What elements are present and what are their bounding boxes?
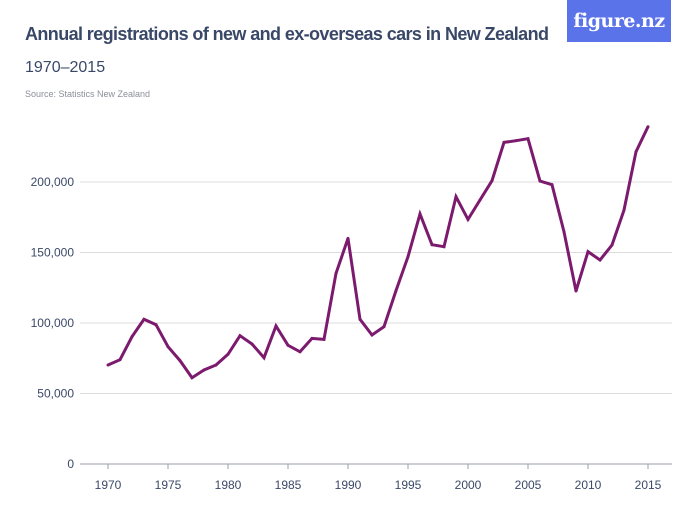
data-point: [274, 324, 278, 328]
x-tick-label: 2015: [635, 478, 662, 492]
data-point: [622, 208, 626, 212]
x-tick-label: 1970: [95, 478, 122, 492]
y-tick-label: 0: [67, 457, 74, 471]
y-tick-label: 150,000: [31, 246, 75, 260]
x-tick-label: 2010: [575, 478, 602, 492]
data-point: [262, 356, 266, 360]
data-point: [214, 363, 218, 367]
data-point: [466, 217, 470, 221]
data-point: [286, 343, 290, 347]
data-point: [526, 137, 530, 141]
data-point: [550, 183, 554, 187]
data-point: [646, 125, 650, 129]
chart-source: Source: Statistics New Zealand: [25, 89, 151, 99]
data-point: [358, 317, 362, 321]
data-point: [202, 368, 206, 372]
data-point: [142, 317, 146, 321]
data-point: [430, 243, 434, 247]
data-point: [226, 352, 230, 356]
data-point: [166, 345, 170, 349]
data-point: [418, 212, 422, 216]
data-point: [118, 358, 122, 362]
data-point: [502, 140, 506, 144]
data-point: [454, 195, 458, 199]
data-point: [610, 243, 614, 247]
data-point: [154, 323, 158, 327]
data-point: [334, 271, 338, 275]
data-point: [514, 139, 518, 143]
data-point: [382, 325, 386, 329]
x-tick-label: 2000: [455, 478, 482, 492]
y-tick-label: 50,000: [37, 387, 74, 401]
figure-nz-logo[interactable]: figure.nz: [567, 0, 671, 42]
data-point: [238, 334, 242, 338]
y-tick-label: 100,000: [31, 316, 75, 330]
data-point: [538, 179, 542, 183]
data-point: [598, 258, 602, 262]
data-point: [562, 230, 566, 234]
data-point: [322, 337, 326, 341]
data-point: [394, 289, 398, 293]
data-point: [310, 336, 314, 340]
y-tick-label: 200,000: [31, 175, 75, 189]
data-point: [190, 376, 194, 380]
data-point: [178, 359, 182, 363]
data-point: [442, 245, 446, 249]
data-point: [406, 255, 410, 259]
data-point: [298, 350, 302, 354]
chart-subtitle: 1970–2015: [25, 59, 106, 76]
x-tick-label: 1980: [215, 478, 242, 492]
data-point: [250, 342, 254, 346]
x-tick-label: 1995: [395, 478, 422, 492]
data-point: [574, 289, 578, 293]
data-point: [634, 150, 638, 154]
x-tick-label: 2005: [515, 478, 542, 492]
x-tick-label: 1990: [335, 478, 362, 492]
data-point: [478, 198, 482, 202]
data-point: [130, 335, 134, 339]
data-point: [106, 363, 110, 367]
x-tick-label: 1975: [155, 478, 182, 492]
series-line: [107, 126, 650, 380]
data-point: [346, 236, 350, 240]
x-tick-label: 1985: [275, 478, 302, 492]
data-point: [586, 250, 590, 254]
data-point: [370, 333, 374, 337]
chart-title: Annual registrations of new and ex-overs…: [25, 24, 549, 44]
data-point: [490, 179, 494, 183]
